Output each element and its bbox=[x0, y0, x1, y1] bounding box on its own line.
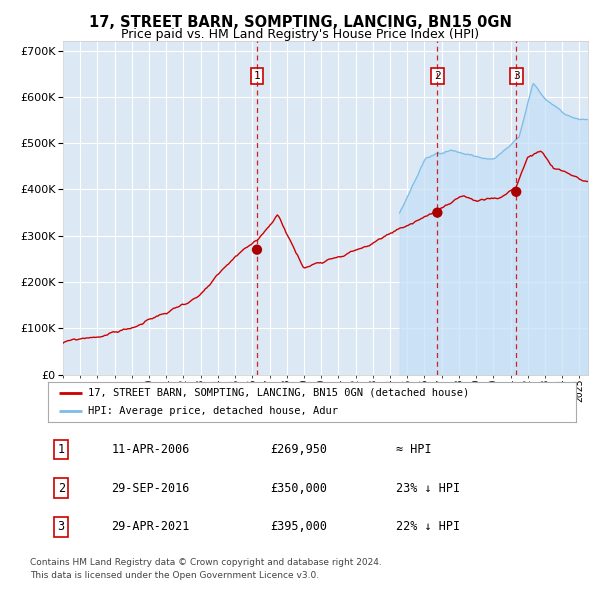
Text: £395,000: £395,000 bbox=[270, 520, 327, 533]
Text: HPI: Average price, detached house, Adur: HPI: Average price, detached house, Adur bbox=[88, 406, 338, 416]
Text: 23% ↓ HPI: 23% ↓ HPI bbox=[397, 481, 461, 495]
Text: 2: 2 bbox=[58, 481, 65, 495]
Text: 2: 2 bbox=[434, 71, 441, 81]
Text: Price paid vs. HM Land Registry's House Price Index (HPI): Price paid vs. HM Land Registry's House … bbox=[121, 28, 479, 41]
Text: This data is licensed under the Open Government Licence v3.0.: This data is licensed under the Open Gov… bbox=[30, 571, 319, 579]
Text: 22% ↓ HPI: 22% ↓ HPI bbox=[397, 520, 461, 533]
Text: 1: 1 bbox=[58, 443, 65, 456]
Text: £350,000: £350,000 bbox=[270, 481, 327, 495]
Text: 11-APR-2006: 11-APR-2006 bbox=[112, 443, 190, 456]
Text: 3: 3 bbox=[513, 71, 520, 81]
Text: 3: 3 bbox=[58, 520, 65, 533]
Text: £269,950: £269,950 bbox=[270, 443, 327, 456]
Text: 29-APR-2021: 29-APR-2021 bbox=[112, 520, 190, 533]
Text: 17, STREET BARN, SOMPTING, LANCING, BN15 0GN (detached house): 17, STREET BARN, SOMPTING, LANCING, BN15… bbox=[88, 388, 469, 398]
Text: ≈ HPI: ≈ HPI bbox=[397, 443, 432, 456]
Text: 1: 1 bbox=[254, 71, 260, 81]
Point bbox=[511, 187, 521, 196]
Point bbox=[252, 245, 262, 254]
Text: 29-SEP-2016: 29-SEP-2016 bbox=[112, 481, 190, 495]
Text: 17, STREET BARN, SOMPTING, LANCING, BN15 0GN: 17, STREET BARN, SOMPTING, LANCING, BN15… bbox=[89, 15, 511, 30]
Text: Contains HM Land Registry data © Crown copyright and database right 2024.: Contains HM Land Registry data © Crown c… bbox=[30, 558, 382, 566]
Point bbox=[433, 208, 442, 217]
